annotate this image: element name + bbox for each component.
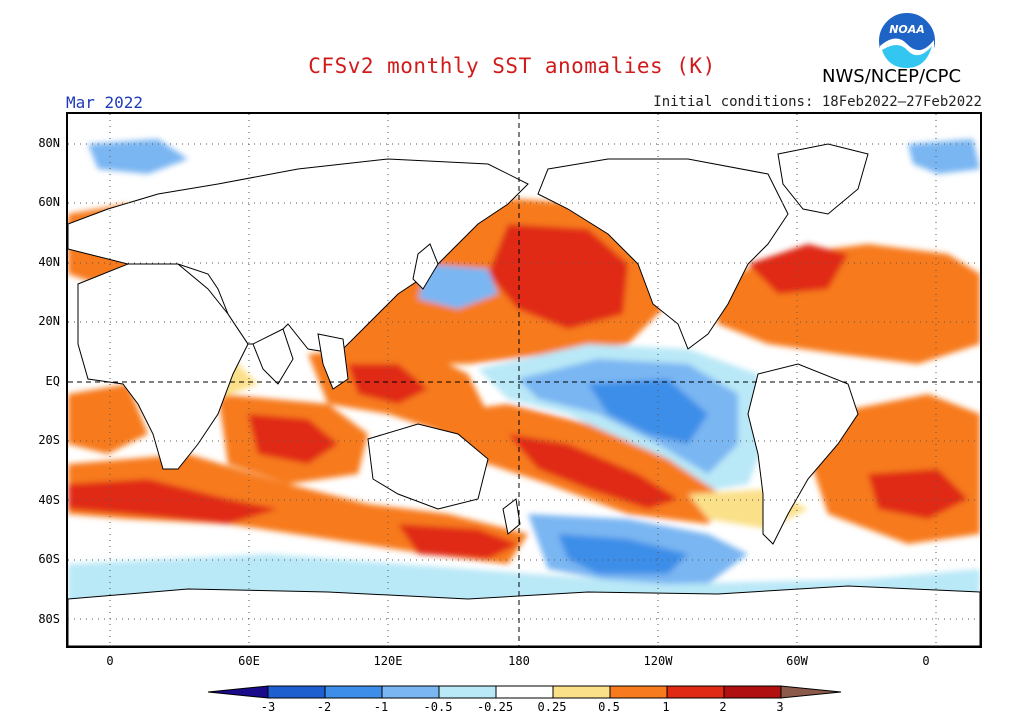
agency-label: NWS/NCEP/CPC: [822, 66, 962, 87]
lat-label: 40N: [38, 255, 60, 269]
colorbar-label: 1: [662, 700, 670, 714]
colorbar-label: -1: [373, 700, 389, 714]
lat-label: 60S: [38, 552, 60, 566]
colorbar-cell: [552, 685, 611, 699]
noaa-logo: NOAA: [876, 10, 938, 72]
colorbar-label: -3: [260, 700, 276, 714]
lon-label: 120E: [373, 654, 403, 668]
continents: [68, 143, 980, 646]
lon-label: 180: [508, 654, 530, 668]
valid-month-label: Mar 2022: [66, 93, 144, 112]
colorbar-label: 0.5: [598, 700, 620, 714]
lon-label: 0: [922, 654, 930, 668]
sst-anomaly-map: [66, 112, 982, 648]
logo-text: NOAA: [889, 23, 925, 36]
colorbar-cell: [666, 685, 725, 699]
colorbar-label: -0.5: [423, 700, 453, 714]
japan: [412, 243, 439, 290]
north-america: [537, 158, 789, 350]
colorbar-label: 0.25: [537, 700, 567, 714]
lat-label: EQ: [45, 374, 60, 388]
grid: [68, 114, 980, 646]
lat-label: 60N: [38, 195, 60, 209]
south-america: [747, 363, 859, 545]
lon-label: 0: [106, 654, 114, 668]
colorbar-cell: [495, 685, 554, 699]
colorbar-cell: [267, 685, 326, 699]
colorbar-label: -2: [316, 700, 332, 714]
colorbar-cell: [381, 685, 440, 699]
lon-label: 60W: [786, 654, 808, 668]
colorbar-cell: [609, 685, 668, 699]
map-canvas: [68, 114, 980, 646]
colorbar-cell: [438, 685, 497, 699]
colorbar: [207, 685, 842, 699]
lat-label: 20S: [38, 433, 60, 447]
se-asia: [317, 333, 349, 390]
lat-label: 20N: [38, 314, 60, 328]
lat-label: 80S: [38, 612, 60, 626]
colorbar-label: 2: [719, 700, 727, 714]
lat-label: 40S: [38, 493, 60, 507]
colorbar-cell: [207, 685, 269, 699]
colorbar-label: 3: [776, 700, 784, 714]
lat-label: 80N: [38, 136, 60, 150]
colorbar-cell: [780, 685, 842, 699]
new-zealand: [502, 498, 521, 535]
eurasia: [68, 158, 529, 355]
india: [252, 328, 294, 385]
australia: [367, 423, 489, 510]
antarctica: [68, 585, 980, 646]
lon-label: 60E: [238, 654, 260, 668]
colorbar-cell: [723, 685, 782, 699]
lon-label: 120W: [643, 654, 673, 668]
colorbar-label: -0.25: [476, 700, 514, 714]
greenland: [777, 143, 869, 215]
chart-title: CFSv2 monthly SST anomalies (K): [308, 54, 716, 78]
africa: [77, 263, 249, 470]
colorbar-cell: [324, 685, 383, 699]
initial-conditions-label: Initial conditions: 18Feb2022–27Feb2022: [653, 94, 982, 110]
